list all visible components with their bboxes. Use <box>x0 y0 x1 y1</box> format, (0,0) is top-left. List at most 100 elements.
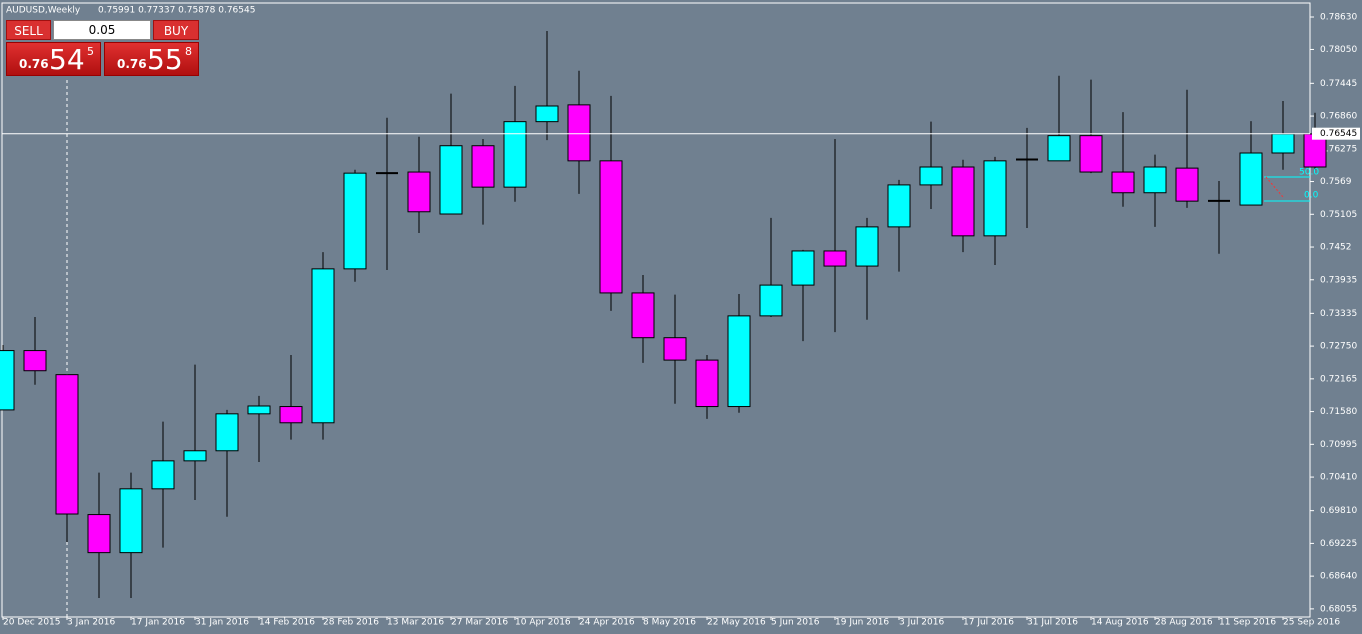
x-tick-label: 24 Apr 2016 <box>579 618 635 628</box>
y-tick-label: 0.77445 <box>1320 79 1357 89</box>
x-tick-label: 14 Aug 2016 <box>1091 618 1149 628</box>
x-tick-label: 20 Dec 2015 <box>3 618 61 628</box>
candle-body <box>151 460 175 490</box>
candle-body <box>983 160 1007 237</box>
candle-body <box>567 104 591 162</box>
y-tick-label: 0.68640 <box>1320 572 1357 582</box>
candle-body <box>23 350 47 372</box>
candle-body <box>87 514 111 554</box>
y-tick-label: 0.76275 <box>1320 144 1357 154</box>
candle-body <box>439 145 463 215</box>
fib-label: 0.0 <box>1304 191 1319 201</box>
buy-sup: 8 <box>185 45 192 58</box>
candle-body <box>503 121 527 188</box>
x-tick-label: 13 Mar 2016 <box>387 618 444 628</box>
candle-body <box>535 105 559 123</box>
candle-body <box>1175 167 1199 202</box>
buy-button[interactable]: BUY <box>153 20 199 40</box>
candle-body <box>247 405 271 415</box>
x-tick-label: 14 Feb 2016 <box>259 618 315 628</box>
candle-body <box>663 337 687 361</box>
x-tick-label: 10 Apr 2016 <box>515 618 571 628</box>
candle-body <box>0 350 15 411</box>
candle-body <box>727 315 751 408</box>
candle-body <box>183 450 207 462</box>
candle-body <box>919 166 943 186</box>
header-ohlc: 0.75991 0.77337 0.75878 0.76545 <box>98 6 255 16</box>
candle-body <box>791 250 815 286</box>
buy-prefix: 0.76 <box>117 57 147 71</box>
sell-big: 54 <box>49 43 85 76</box>
x-tick-label: 31 Jul 2016 <box>1027 618 1078 628</box>
candle-body <box>279 406 303 424</box>
y-tick-label: 0.72165 <box>1320 374 1357 384</box>
y-tick-label: 0.72750 <box>1320 342 1357 352</box>
candle-body <box>631 292 655 339</box>
candle-body <box>695 359 719 408</box>
y-tick-label: 0.69810 <box>1320 506 1357 516</box>
candle-body <box>951 166 975 237</box>
buy-quote[interactable]: 0.76 55 8 <box>104 42 199 76</box>
y-tick-label: 0.73935 <box>1320 275 1357 285</box>
candle-body <box>407 171 431 213</box>
candle-body <box>471 145 495 188</box>
y-tick-label: 0.68055 <box>1320 604 1357 614</box>
candle-body <box>1047 135 1071 162</box>
sell-sup: 5 <box>87 45 94 58</box>
y-tick-label: 0.69225 <box>1320 539 1357 549</box>
x-tick-label: 17 Jul 2016 <box>963 618 1014 628</box>
x-tick-label: 28 Feb 2016 <box>323 618 379 628</box>
x-tick-label: 8 May 2016 <box>643 618 696 628</box>
header-symbol: AUDUSD,Weekly <box>6 6 81 16</box>
x-tick-label: 22 May 2016 <box>707 618 766 628</box>
lot-field[interactable]: 0.05 <box>53 20 151 40</box>
x-tick-label: 3 Jul 2016 <box>899 618 944 628</box>
y-tick-label: 0.71580 <box>1320 407 1357 417</box>
candle-body <box>1271 133 1295 154</box>
y-tick-label: 0.70410 <box>1320 473 1357 483</box>
candle-body <box>55 374 79 515</box>
candle-body <box>215 413 239 452</box>
y-tick-label: 0.7452 <box>1320 243 1352 253</box>
sell-button[interactable]: SELL <box>6 20 51 40</box>
candle-body <box>1239 152 1263 206</box>
x-tick-label: 31 Jan 2016 <box>195 618 249 628</box>
candle-body <box>343 172 367 270</box>
y-tick-label: 0.78630 <box>1320 12 1357 22</box>
candle-body <box>887 184 911 228</box>
x-tick-label: 19 Jun 2016 <box>835 618 889 628</box>
x-tick-label: 25 Sep 2016 <box>1283 618 1340 628</box>
x-tick-label: 11 Sep 2016 <box>1219 618 1276 628</box>
sell-quote[interactable]: 0.76 54 5 <box>6 42 101 76</box>
x-tick-label: 3 Jan 2016 <box>67 618 115 628</box>
fib-label: 50.0 <box>1299 168 1319 178</box>
y-tick-label: 0.7569 <box>1320 177 1352 187</box>
x-tick-label: 17 Jan 2016 <box>131 618 185 628</box>
fib-trend <box>1265 176 1284 198</box>
candle-body <box>1143 166 1167 194</box>
candle-body <box>855 226 879 267</box>
trade-panel: SELL 0.05 BUY 0.76 54 5 0.76 55 8 <box>6 20 199 76</box>
buy-big: 55 <box>147 43 183 76</box>
candle-body <box>823 250 847 267</box>
candle-body <box>1079 135 1103 173</box>
candle-body <box>1111 171 1135 194</box>
sell-prefix: 0.76 <box>19 57 49 71</box>
candle-body <box>599 160 623 294</box>
plot-frame <box>1 2 1311 618</box>
candle-body <box>311 268 335 424</box>
price-tag <box>1312 127 1360 140</box>
y-tick-label: 0.78050 <box>1320 45 1357 55</box>
price-label: 0.76545 <box>1320 129 1357 139</box>
x-tick-label: 28 Aug 2016 <box>1155 618 1213 628</box>
x-tick-label: 27 Mar 2016 <box>451 618 508 628</box>
y-tick-label: 0.70995 <box>1320 440 1357 450</box>
x-tick-label: 5 Jun 2016 <box>771 618 820 628</box>
candle-body <box>119 488 143 554</box>
y-tick-label: 0.75105 <box>1320 210 1357 220</box>
y-tick-label: 0.76860 <box>1320 112 1357 122</box>
y-tick-label: 0.73335 <box>1320 309 1357 319</box>
candle-body <box>759 284 783 317</box>
